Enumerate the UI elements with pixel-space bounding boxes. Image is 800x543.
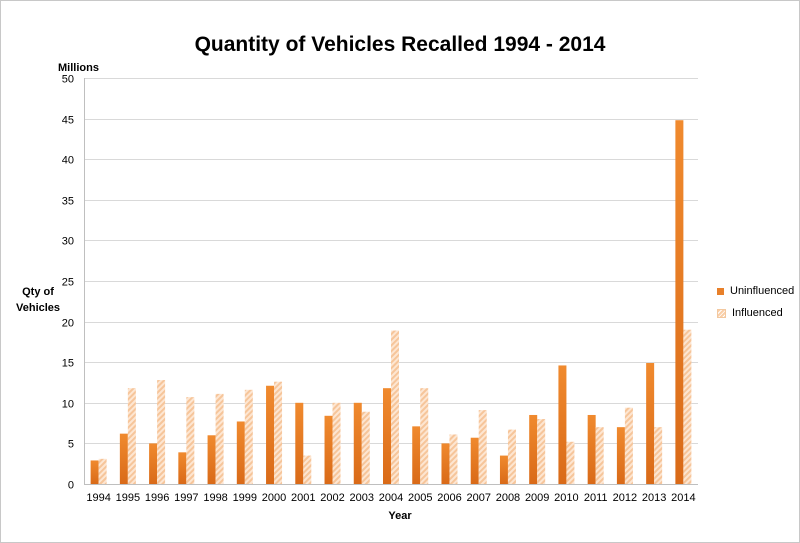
- y-tick-label: 25: [62, 277, 74, 289]
- legend-label-uninfluenced: Uninfluenced: [730, 285, 795, 297]
- bar-influenced-2004: [391, 330, 399, 484]
- bar-uninfluenced-2002: [324, 415, 333, 484]
- bar-influenced-2013: [654, 427, 663, 484]
- legend: Uninfluenced Influenced: [717, 280, 794, 324]
- bar-influenced-1995: [127, 388, 136, 484]
- bar-uninfluenced-2005: [412, 426, 421, 484]
- y-axis-label: Qty of Vehicles: [16, 284, 60, 316]
- bar-influenced-2007: [478, 410, 487, 484]
- x-tick-label: 2000: [262, 492, 286, 504]
- y-tick-label: 20: [62, 318, 74, 330]
- x-tick-label: 2014: [671, 492, 695, 504]
- bar-influenced-2000: [274, 381, 283, 484]
- bar-influenced-1999: [244, 389, 253, 484]
- bar-uninfluenced-1999: [236, 421, 245, 484]
- x-tick-label: 2004: [379, 492, 403, 504]
- bar-influenced-1996: [157, 380, 166, 484]
- axes: 0 5 10 15 20 25 30 35 40 45 50 1994 1995 1996 1997 1998…: [62, 74, 698, 504]
- x-tick-label: 2011: [584, 492, 608, 504]
- chart-title: Quantity of Vehicles Recalled 1994 - 201…: [194, 33, 606, 56]
- bar-uninfluenced-2010: [558, 365, 567, 484]
- legend-swatch-uninfluenced: [717, 287, 724, 295]
- bar-uninfluenced-2003: [353, 402, 362, 484]
- y-tick-label: 50: [62, 74, 74, 86]
- y-tick-label: 5: [68, 439, 74, 451]
- bar-uninfluenced-1996: [149, 443, 158, 484]
- bar-uninfluenced-2001: [295, 402, 304, 484]
- x-tick-label: 1995: [116, 492, 140, 504]
- bar-influenced-2002: [332, 402, 341, 484]
- bar-uninfluenced-2006: [441, 443, 450, 484]
- x-axis-label: Year: [388, 510, 412, 522]
- x-tick-label: 2013: [642, 492, 666, 504]
- y-tick-label: 0: [68, 480, 74, 492]
- legend-swatch-influenced: [717, 308, 726, 318]
- x-tick-label: 2002: [320, 492, 344, 504]
- y-axis-units: Millions: [58, 62, 99, 74]
- x-tick-label: 2003: [350, 492, 374, 504]
- bar-uninfluenced-1997: [178, 452, 187, 484]
- bar-influenced-2010: [566, 441, 575, 484]
- x-tick-label: 1998: [203, 492, 227, 504]
- bar-influenced-1997: [186, 397, 195, 484]
- bar-uninfluenced-1995: [119, 433, 128, 484]
- y-tick-label: 45: [62, 115, 74, 127]
- x-tick-label: 2005: [408, 492, 432, 504]
- x-tick-label: 1997: [174, 492, 198, 504]
- bar-uninfluenced-2008: [499, 455, 508, 484]
- bar-uninfluenced-2000: [266, 385, 275, 484]
- x-tick-label: 2007: [466, 492, 490, 504]
- y-tick-label: 10: [62, 399, 74, 411]
- y-tick-label: 15: [62, 358, 74, 370]
- bar-uninfluenced-2007: [470, 437, 479, 484]
- bar-influenced-2012: [624, 407, 633, 484]
- bar-uninfluenced-2012: [616, 427, 625, 484]
- bar-influenced-2006: [449, 434, 458, 484]
- x-tick-label: 2010: [554, 492, 578, 504]
- bar-influenced-2001: [303, 455, 312, 484]
- x-tick-label: 2006: [437, 492, 461, 504]
- bar-uninfluenced-1998: [207, 435, 216, 484]
- bar-influenced-2008: [507, 429, 516, 484]
- bar-uninfluenced-2009: [529, 414, 538, 484]
- bar-influenced-2003: [361, 411, 370, 484]
- y-tick-label: 40: [62, 155, 74, 167]
- x-tick-label: 2009: [525, 492, 549, 504]
- x-tick-label: 2012: [613, 492, 637, 504]
- bar-influenced-2011: [595, 427, 604, 484]
- bar-influenced-2005: [420, 388, 429, 484]
- bar-uninfluenced-2004: [383, 388, 391, 484]
- bar-influenced-2014: [683, 329, 692, 484]
- bar-uninfluenced-2011: [587, 414, 596, 484]
- legend-item-uninfluenced: Uninfluenced: [717, 280, 794, 302]
- x-tick-label: 1994: [86, 492, 110, 504]
- bar-influenced-1998: [215, 393, 224, 484]
- x-tick-label: 2001: [291, 492, 315, 504]
- legend-label-influenced: Influenced: [732, 307, 783, 319]
- bar-influenced-2009: [537, 419, 546, 484]
- legend-item-influenced: Influenced: [717, 302, 794, 324]
- bar-influenced-1994: [98, 458, 107, 484]
- bar-uninfluenced-1994: [90, 460, 99, 484]
- bar-uninfluenced-2013: [646, 363, 655, 484]
- y-tick-label: 30: [62, 236, 74, 248]
- x-tick-label: 1999: [233, 492, 257, 504]
- bar-uninfluenced-2014: [675, 120, 684, 484]
- y-axis-label-line2: Vehicles: [16, 302, 61, 314]
- y-axis-label-line1: Qty of: [22, 286, 54, 298]
- x-tick-label: 1996: [145, 492, 169, 504]
- bars: [90, 120, 692, 484]
- y-tick-label: 35: [62, 196, 74, 208]
- x-tick-label: 2008: [496, 492, 520, 504]
